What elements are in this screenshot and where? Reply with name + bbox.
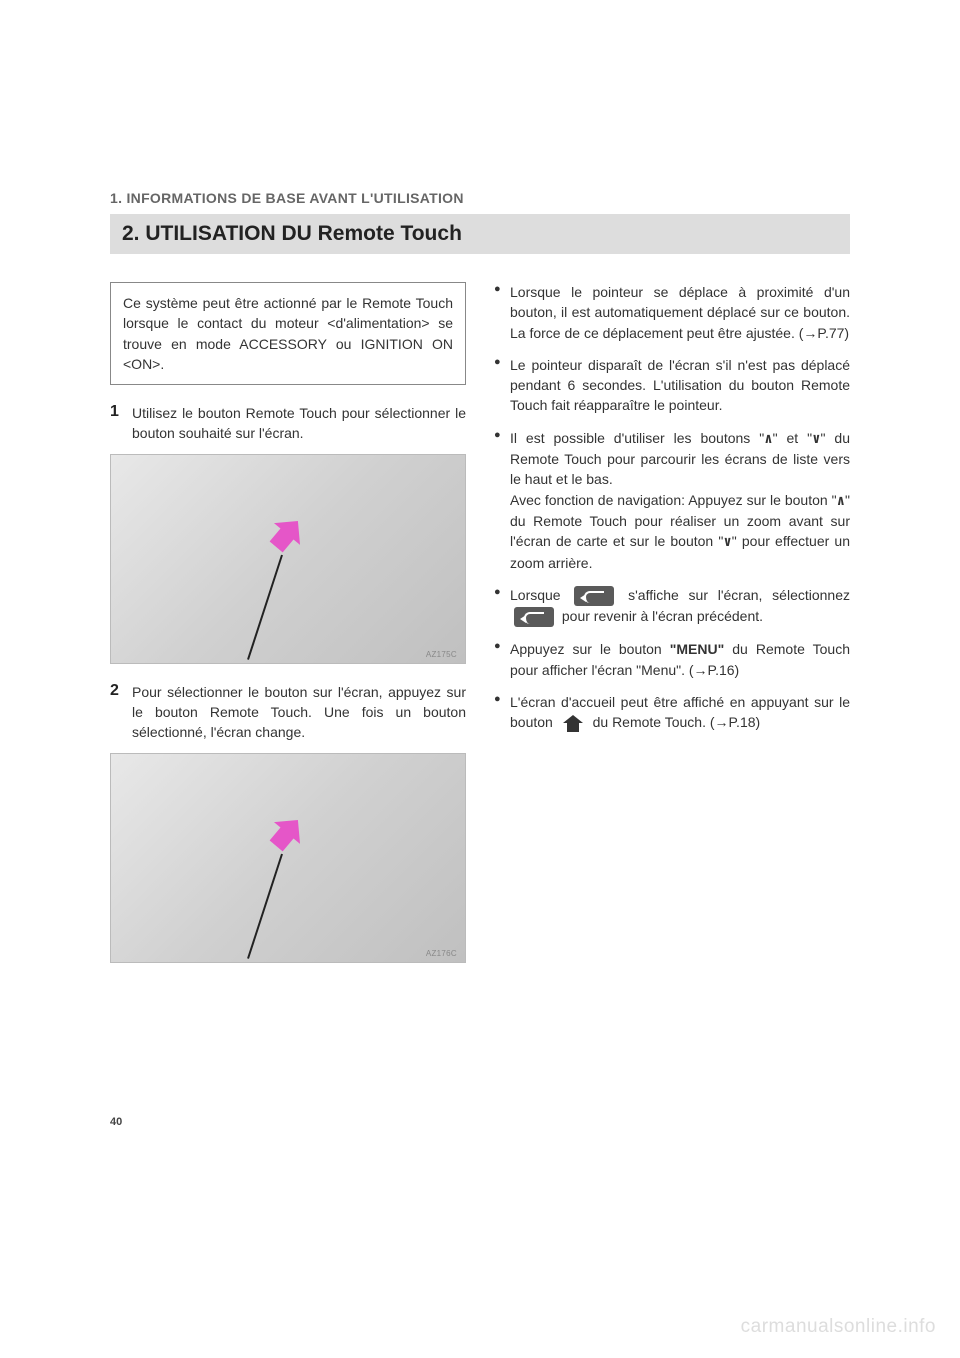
content-columns: Ce système peut être actionné par le Rem… [110, 282, 850, 981]
left-column: Ce système peut être actionné par le Rem… [110, 282, 466, 981]
caret-down-icon: ∨ [812, 431, 820, 447]
step-number: 1 [110, 403, 132, 444]
watermark: carmanualsonline.info [741, 1316, 936, 1338]
step-number: 2 [110, 682, 132, 743]
back-button-icon [514, 607, 554, 627]
step-2: 2 Pour sélectionner le bouton sur l'écra… [110, 682, 466, 743]
page-title: 2. UTILISATION DU Remote Touch [122, 222, 838, 246]
figure-2: AZ176C [110, 753, 466, 963]
step-text: Pour sélectionner le bouton sur l'écran,… [132, 682, 466, 743]
bullet-item: Appuyez sur le bouton "MENU" du Remote T… [494, 639, 850, 680]
right-column: Lorsque le pointeur se déplace à proximi… [494, 282, 850, 981]
text: pour revenir à l'écran précédent. [558, 608, 763, 624]
step-1: 1 Utilisez le bouton Remote Touch pour s… [110, 403, 466, 444]
text: Appuyez sur le bouton [510, 641, 670, 657]
bullet-list: Lorsque le pointeur se déplace à proximi… [494, 282, 850, 733]
figure-label: AZ176C [426, 949, 457, 958]
text: du Remote Touch. (→P.18) [589, 714, 760, 730]
text: Lorsque [510, 587, 570, 603]
figure-label: AZ175C [426, 650, 457, 659]
page-number: 40 [110, 1116, 122, 1128]
bullet-item: Lorsque s'affiche sur l'écran, sélection… [494, 585, 850, 628]
title-bar: 2. UTILISATION DU Remote Touch [110, 214, 850, 254]
manual-page: 1. INFORMATIONS DE BASE AVANT L'UTILISAT… [0, 0, 960, 1021]
callout-line [247, 853, 283, 958]
bullet-item: Il est possible d'utiliser les boutons "… [494, 428, 850, 573]
text: Il est possible d'utiliser les boutons " [510, 430, 764, 446]
back-button-icon [574, 586, 614, 606]
caret-up-icon: ∧ [764, 431, 772, 447]
bullet-item: Lorsque le pointeur se déplace à proximi… [494, 282, 850, 343]
intro-box: Ce système peut être actionné par le Rem… [110, 282, 466, 385]
text: " et " [773, 430, 812, 446]
figure-1: AZ175C [110, 454, 466, 664]
menu-label: "MENU" [670, 641, 725, 657]
home-button-icon [561, 715, 585, 733]
step-text: Utilisez le bouton Remote Touch pour sél… [132, 403, 466, 444]
section-header: 1. INFORMATIONS DE BASE AVANT L'UTILISAT… [110, 190, 850, 206]
callout-line [247, 554, 283, 659]
bullet-item: L'écran d'accueil peut être affiché en a… [494, 692, 850, 733]
caret-down-icon: ∨ [723, 534, 731, 550]
bullet-item: Le pointeur disparaît de l'écran s'il n'… [494, 355, 850, 416]
caret-up-icon: ∧ [837, 493, 845, 509]
text: s'affiche sur l'écran, sélectionnez [618, 587, 850, 603]
text: Avec fonction de navigation: Appuyez sur… [510, 492, 837, 508]
